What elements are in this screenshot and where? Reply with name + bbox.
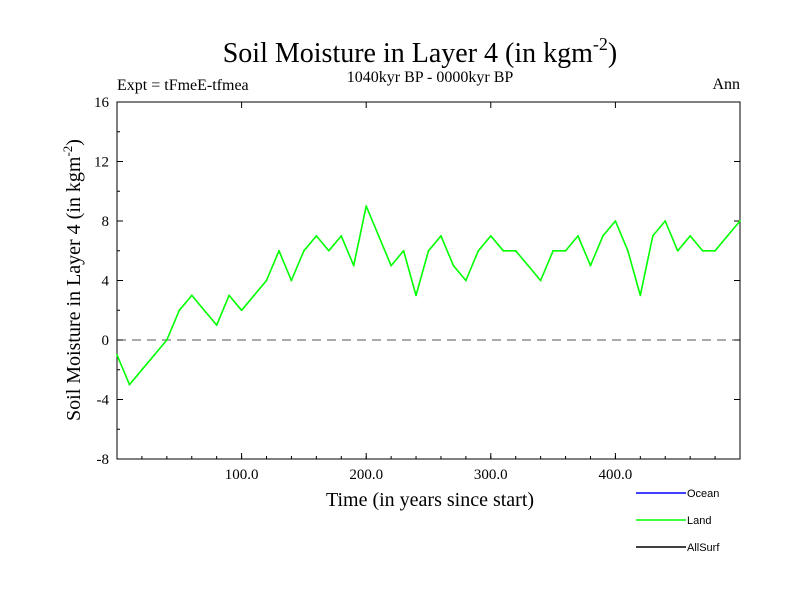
- y-axis-label-text: Soil Moisture in Layer 4 (in kgm: [63, 156, 85, 421]
- data-point: [365, 205, 368, 208]
- x-tick-label-2: 300.0: [474, 467, 508, 483]
- data-point: [726, 234, 729, 237]
- series-layer: [116, 205, 741, 386]
- data-point: [614, 220, 617, 222]
- x-axis-label: Time (in years since start): [326, 489, 534, 511]
- data-point: [377, 234, 380, 237]
- data-point: [253, 294, 255, 297]
- data-point: [340, 234, 343, 237]
- data-point: [415, 294, 417, 297]
- axis-ticks: 100.0 200.0 300.0 400.0 -8 -4 0 4 8 12 16: [94, 95, 740, 483]
- data-point: [178, 309, 181, 312]
- series-line-land: [116, 205, 741, 386]
- data-point: [402, 249, 405, 252]
- data-point: [564, 249, 567, 252]
- chart-title-text: Soil Moisture in Layer 4 (in kgm: [223, 38, 593, 69]
- data-point: [664, 220, 667, 222]
- legend-label-allsurf: AllSurf: [687, 542, 720, 554]
- y-tick-label-2: 0: [102, 333, 110, 349]
- data-point: [714, 249, 716, 252]
- data-point: [228, 294, 231, 297]
- x-tick-label-3: 400.0: [599, 467, 633, 483]
- data-point: [352, 264, 355, 267]
- data-point: [589, 264, 592, 267]
- chart-title-sup: -2: [593, 34, 608, 54]
- chart-title-close: ): [608, 38, 617, 69]
- data-point: [203, 309, 206, 312]
- data-point: [477, 249, 480, 252]
- data-point: [128, 383, 131, 386]
- data-point: [141, 368, 143, 371]
- data-point: [427, 249, 430, 252]
- legend-label-ocean: Ocean: [687, 488, 719, 500]
- plot-frame: [116, 101, 741, 460]
- y-axis-label-sup: -2: [60, 146, 75, 157]
- data-point: [602, 234, 604, 237]
- data-point: [739, 220, 741, 222]
- data-point: [452, 264, 455, 267]
- y-tick-label-0: -8: [97, 452, 110, 468]
- data-point: [464, 279, 467, 282]
- data-point: [539, 279, 542, 282]
- data-point: [116, 353, 118, 356]
- y-tick-label-4: 8: [102, 214, 110, 230]
- y-tick-label-5: 12: [94, 155, 109, 171]
- data-point: [165, 339, 168, 341]
- y-tick-label-6: 16: [94, 95, 110, 111]
- data-point: [240, 309, 243, 312]
- data-point: [390, 264, 393, 267]
- data-point: [215, 324, 218, 327]
- season-label: Ann: [712, 76, 740, 93]
- data-point: [502, 249, 505, 252]
- data-point: [153, 353, 156, 356]
- data-point: [265, 279, 268, 282]
- data-point: [514, 249, 517, 252]
- data-point: [303, 249, 305, 252]
- y-tick-label-1: -4: [97, 393, 110, 409]
- chart-title: Soil Moisture in Layer 4 (in kgm-2): [223, 34, 618, 69]
- y-tick-label-3: 4: [102, 274, 110, 290]
- legend: Ocean Land AllSurf: [636, 488, 720, 554]
- x-tick-label-0: 100.0: [225, 467, 259, 483]
- data-point: [315, 234, 318, 237]
- data-point: [639, 294, 642, 297]
- chart-subtitle: 1040kyr BP - 0000kyr BP: [347, 69, 514, 86]
- x-tick-label-1: 200.0: [349, 467, 383, 483]
- data-point: [489, 234, 492, 237]
- y-axis-label: Soil Moisture in Layer 4 (in kgm-2): [60, 139, 85, 421]
- legend-label-land: Land: [687, 515, 711, 527]
- data-point: [440, 234, 442, 237]
- data-point: [327, 249, 330, 252]
- data-point: [278, 249, 280, 252]
- data-point: [701, 249, 704, 252]
- data-point: [527, 264, 530, 267]
- data-point: [552, 249, 554, 252]
- data-point: [190, 294, 193, 297]
- data-point: [651, 234, 654, 237]
- data-point: [290, 279, 293, 282]
- y-axis-label-close: ): [63, 139, 85, 146]
- experiment-label: Expt = tFmeE-tfmea: [117, 77, 249, 94]
- data-point: [626, 249, 629, 252]
- data-point: [577, 234, 579, 237]
- data-point: [676, 249, 679, 252]
- data-point: [689, 234, 692, 237]
